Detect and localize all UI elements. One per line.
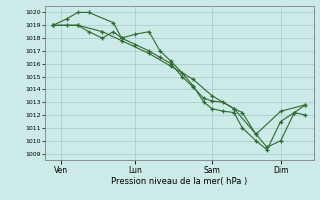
X-axis label: Pression niveau de la mer( hPa ): Pression niveau de la mer( hPa ) [111, 177, 247, 186]
